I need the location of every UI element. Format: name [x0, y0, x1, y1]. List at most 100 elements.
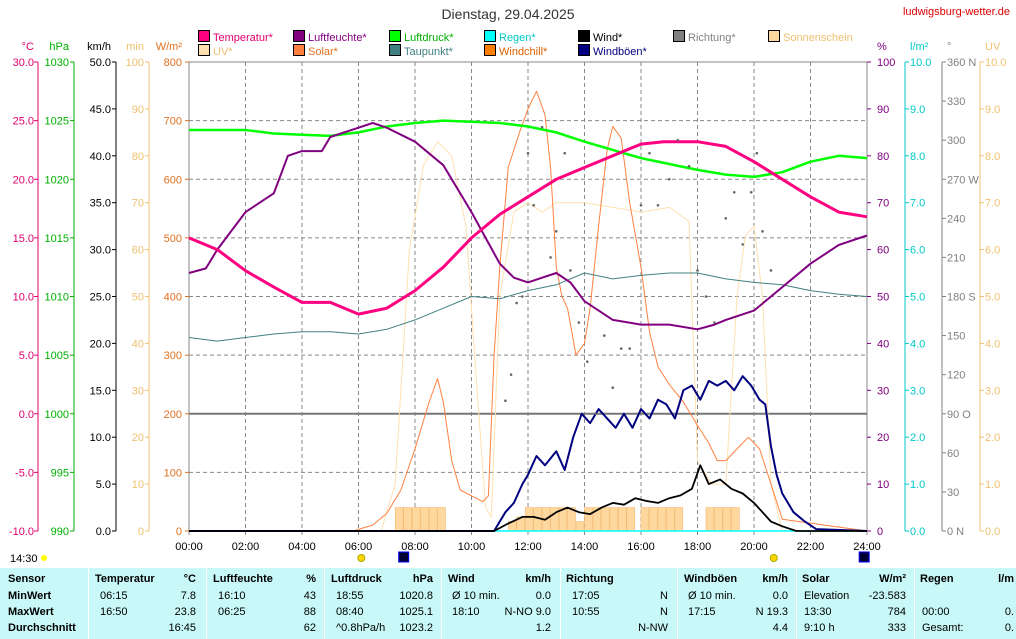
direction-point [676, 138, 680, 142]
direction-point [704, 295, 708, 298]
sun-marker-icon [41, 555, 47, 561]
axis-unit-label: km/h [87, 41, 111, 53]
axis-tick-label: 15.0 [90, 385, 111, 397]
axis-tick-label: 0 [138, 526, 144, 538]
table-header: km/h [762, 573, 788, 585]
axis-tick-label: 40.0 [90, 151, 111, 163]
table-cell: 16:45 [168, 622, 196, 634]
axis-tick-label: 240 [947, 213, 965, 225]
axis-unit-label: hPa [49, 41, 69, 53]
legend-item: Luftdruck* [389, 30, 454, 44]
direction-point [628, 347, 631, 350]
axis-tick-label: 90 [132, 104, 144, 116]
direction-point [732, 190, 736, 194]
direction-point [509, 373, 513, 376]
direction-point [741, 243, 744, 246]
axis-tick-label: 90 [877, 104, 889, 116]
legend-item: Wind* [578, 30, 622, 44]
axis-tick-label: 45.0 [90, 104, 111, 116]
x-tick-label: 22:00 [797, 541, 825, 553]
direction-point [515, 301, 518, 305]
axis-tick-label: 2.0 [985, 432, 1000, 444]
sunshine-bar [649, 507, 658, 532]
table-cell: 0.0 [772, 590, 788, 602]
axis-unit-label: l/m² [910, 41, 929, 53]
axis-tick-label: 5.0 [96, 479, 111, 491]
axis-tick-label: 1015 [45, 233, 69, 245]
axis-unit-label: °C [22, 41, 34, 53]
table-header: Solar [802, 573, 830, 585]
legend-swatch [198, 30, 210, 42]
axis-tick-label: 10 [877, 479, 889, 491]
legend-swatch [578, 44, 590, 56]
table-cell: N [660, 590, 668, 602]
site-link[interactable]: ludwigsburg-wetter.de [902, 6, 1010, 18]
axis-tick-label: 90 O [947, 409, 971, 421]
axis-tick-label: 0.0 [910, 526, 925, 538]
axis-tick-label: 1025 [45, 116, 69, 128]
sunshine-bar [584, 507, 593, 532]
table-header: Temperatur [95, 573, 155, 585]
table-cell: 13:30 [804, 606, 832, 618]
table-cell: 0. [1004, 606, 1014, 618]
table-row-label: Durchschnitt [8, 622, 76, 634]
x-tick-label: 02:00 [232, 541, 260, 553]
table-cell: 08:40 [336, 606, 364, 618]
legend-swatch [198, 44, 210, 56]
axis-tick-label: 20.0 [90, 338, 111, 350]
table-cell: 1023.2 [399, 622, 433, 634]
direction-point [713, 321, 716, 324]
axis-tick-label: 7.0 [910, 198, 925, 210]
axis-tick-label: 100 [164, 467, 182, 479]
sunshine-bar [714, 507, 723, 532]
axis-unit-label: % [877, 41, 887, 53]
legend-item: Luftfeuchte* [293, 30, 367, 44]
table-cell: 17:05 [572, 590, 600, 602]
axis-tick-label: 1005 [45, 350, 69, 362]
table-cell: 7.8 [180, 590, 196, 602]
legend-item: Windböen* [578, 44, 647, 58]
axis-tick-label: 30 [877, 385, 889, 397]
direction-point [619, 347, 623, 350]
axis-tick-label: 6.0 [985, 245, 1000, 257]
axis-tick-label: 1030 [45, 57, 69, 69]
axis-tick-label: 200 [164, 409, 182, 421]
axis-tick-label: 50.0 [90, 57, 111, 69]
axis-tick-label: 25.0 [90, 292, 111, 304]
x-tick-label: 00:00 [175, 541, 203, 553]
axis-tick-label: 100 [877, 57, 895, 69]
sunshine-bar [601, 507, 610, 532]
table-cell: -23.583 [868, 590, 906, 602]
axis-tick-label: 180 S [947, 292, 976, 304]
axis-unit-label: UV [985, 41, 1001, 53]
axis-tick-label: 360 N [947, 57, 976, 69]
table-cell: ^0.8hPa/h [336, 622, 386, 634]
axis-tick-label: 600 [164, 174, 182, 186]
table-cell: 43 [303, 590, 316, 602]
axis-tick-label: 70 [132, 198, 144, 210]
axis-tick-label: 300 [164, 350, 182, 362]
legend-swatch [293, 30, 305, 42]
axis-tick-label: 9.0 [985, 104, 1000, 116]
summary-table: Sensor Temperatur °C Luftfeuchte% Luftdruck h… [0, 568, 1016, 639]
direction-point [532, 204, 535, 207]
axis-tick-label: 0 [877, 526, 883, 538]
axis-tick-label: 120 [947, 370, 965, 382]
corner-time: 14:30 [10, 553, 38, 565]
axis-tick-label: 800 [164, 57, 182, 69]
sunshine-bar [394, 507, 404, 532]
legend-item: Sonnenschein [768, 30, 853, 44]
legend-swatch [389, 30, 401, 42]
table-cell: 9:10 h [804, 622, 835, 634]
table-cell: 23.8 [174, 606, 196, 618]
axis-tick-label: 80 [877, 151, 889, 163]
legend-swatch [768, 30, 780, 42]
axis-tick-label: 5.0 [910, 292, 925, 304]
table-divider [796, 568, 797, 639]
series-line-solar [189, 90, 868, 532]
axis-tick-label: 0.0 [19, 409, 34, 421]
sunshine-bar [666, 507, 675, 532]
axis-tick-label: 990 [51, 526, 69, 538]
direction-point [521, 295, 524, 298]
axis-tick-label: 4.0 [910, 338, 925, 350]
